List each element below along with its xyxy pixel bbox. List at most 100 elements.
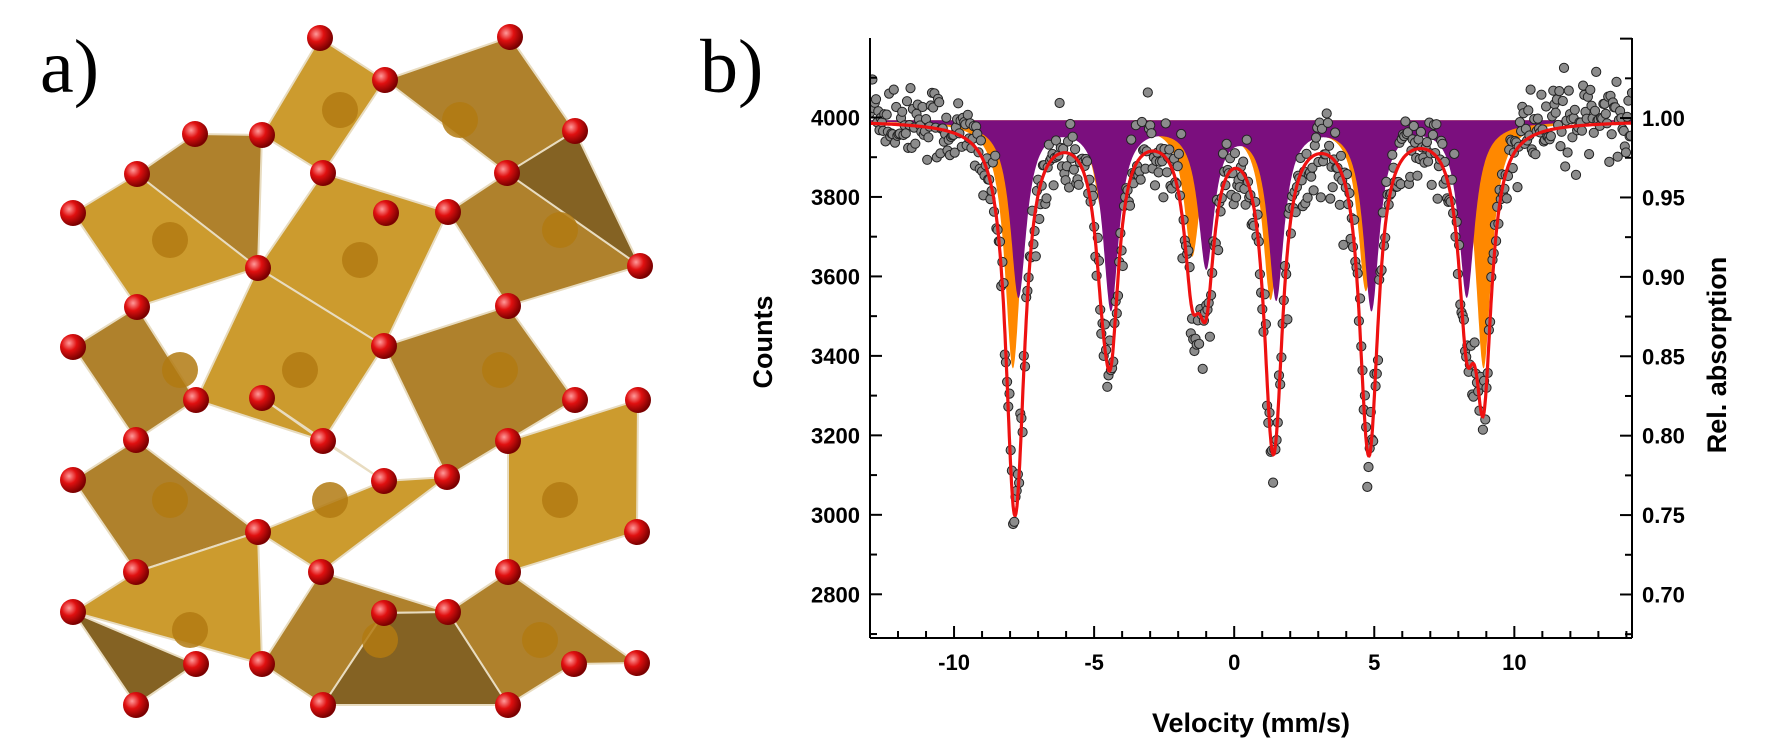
data-point bbox=[1321, 108, 1332, 119]
oxygen-atom bbox=[495, 692, 521, 718]
metal-atom bbox=[522, 622, 558, 658]
oxygen-atom bbox=[371, 333, 397, 359]
data-point bbox=[900, 128, 911, 139]
data-point bbox=[1525, 84, 1536, 95]
x-tick-label: -10 bbox=[938, 650, 970, 675]
data-point bbox=[1238, 156, 1249, 167]
y-tick-label: 3200 bbox=[811, 423, 860, 448]
oxygen-atom bbox=[373, 200, 399, 226]
y2-tick-label: 0.75 bbox=[1642, 503, 1685, 528]
oxygen-atom bbox=[371, 600, 397, 626]
data-point bbox=[1558, 62, 1570, 74]
oxygen-atom bbox=[310, 428, 336, 454]
data-point bbox=[1622, 111, 1632, 122]
data-point bbox=[870, 94, 882, 105]
y2-tick-label: 0.70 bbox=[1642, 582, 1685, 607]
oxygen-atom bbox=[249, 651, 275, 677]
metal-atom bbox=[312, 482, 348, 518]
data-point bbox=[1554, 86, 1565, 97]
data-point bbox=[1400, 116, 1411, 127]
data-point bbox=[962, 109, 973, 120]
data-point bbox=[1437, 138, 1448, 149]
data-point bbox=[1217, 148, 1229, 159]
x-axis-title: Velocity (mm/s) bbox=[1152, 708, 1350, 738]
octahedron-face bbox=[70, 609, 199, 707]
data-point bbox=[1173, 148, 1185, 159]
data-point bbox=[1512, 182, 1523, 193]
oxygen-atom bbox=[627, 253, 653, 279]
data-point bbox=[1589, 105, 1601, 116]
data-point bbox=[1545, 131, 1557, 142]
data-point bbox=[990, 150, 1001, 161]
y-tick-label: 3400 bbox=[811, 344, 860, 369]
oxygen-atom bbox=[183, 651, 209, 677]
oxygen-atom bbox=[249, 122, 275, 148]
y-tick-label: 3000 bbox=[811, 503, 860, 528]
data-point bbox=[1048, 180, 1059, 191]
x-tick-label: -5 bbox=[1084, 650, 1104, 675]
data-point bbox=[1426, 179, 1437, 190]
metal-atom bbox=[362, 622, 398, 658]
oxygen-atom bbox=[245, 519, 271, 545]
data-point bbox=[1530, 149, 1541, 160]
data-point bbox=[975, 135, 987, 146]
data-point bbox=[1325, 193, 1336, 204]
metal-atom bbox=[152, 482, 188, 518]
metal-atom bbox=[322, 92, 358, 128]
sextet-1-area bbox=[870, 120, 1632, 312]
x-tick-label: 5 bbox=[1368, 650, 1380, 675]
x-tick-label: 0 bbox=[1228, 650, 1240, 675]
data-point bbox=[1625, 130, 1632, 141]
oxygen-atom bbox=[123, 427, 149, 453]
data-point bbox=[1126, 134, 1137, 145]
y2-axis-title: Rel. absorption bbox=[1702, 257, 1732, 454]
y-tick-label: 3600 bbox=[811, 264, 860, 289]
data-point bbox=[1164, 144, 1175, 155]
data-point bbox=[1469, 337, 1480, 348]
data-point bbox=[1070, 144, 1081, 155]
data-point bbox=[1335, 150, 1347, 161]
data-point bbox=[1585, 84, 1596, 96]
data-point bbox=[1135, 174, 1146, 185]
data-point bbox=[1591, 66, 1602, 78]
data-point bbox=[1065, 118, 1076, 130]
data-point bbox=[881, 109, 892, 120]
data-point bbox=[1081, 156, 1093, 167]
crystal-structure-illustration bbox=[60, 24, 653, 718]
oxygen-atom bbox=[124, 161, 150, 187]
data-point bbox=[1334, 199, 1345, 210]
data-point bbox=[1315, 192, 1326, 203]
oxygen-atom bbox=[60, 334, 86, 360]
data-point bbox=[1241, 134, 1252, 145]
data-point bbox=[901, 96, 913, 107]
data-point bbox=[1324, 140, 1335, 151]
data-point bbox=[1523, 105, 1534, 116]
data-point bbox=[1030, 251, 1041, 262]
data-point bbox=[910, 138, 921, 149]
data-point bbox=[1067, 131, 1078, 142]
y-tick-label: 4000 bbox=[811, 105, 860, 130]
data-point bbox=[917, 101, 928, 113]
metal-atom bbox=[482, 352, 518, 388]
data-point bbox=[1302, 192, 1313, 203]
data-point bbox=[1427, 129, 1439, 140]
oxygen-atom bbox=[308, 559, 334, 585]
oxygen-atom bbox=[495, 428, 521, 454]
oxygen-atom bbox=[310, 160, 336, 186]
data-point bbox=[1449, 148, 1460, 159]
data-point bbox=[1158, 192, 1169, 203]
data-point bbox=[1432, 193, 1443, 204]
oxygen-atom bbox=[495, 559, 521, 585]
data-point bbox=[1541, 101, 1552, 112]
data-point bbox=[1569, 104, 1580, 115]
oxygen-atom bbox=[624, 650, 650, 676]
oxygen-atom bbox=[123, 692, 149, 718]
data-point bbox=[1050, 135, 1062, 146]
data-point bbox=[1536, 89, 1547, 100]
data-point bbox=[1604, 156, 1615, 167]
data-point bbox=[1560, 161, 1571, 172]
oxygen-atom bbox=[435, 199, 461, 225]
data-point bbox=[1362, 481, 1373, 492]
data-point bbox=[1146, 128, 1157, 139]
data-point bbox=[1330, 127, 1341, 138]
